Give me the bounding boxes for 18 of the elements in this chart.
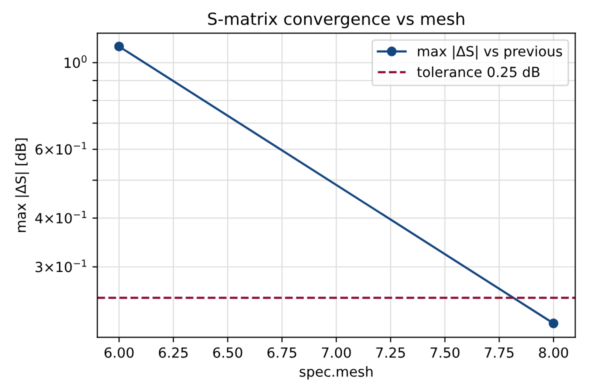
x-tick-label: 7.25: [376, 347, 405, 358]
x-tick-label: 7.75: [484, 348, 514, 358]
x-axis-title: spec.mesh: [300, 366, 372, 380]
chart-title: S-matrix convergence vs mesh: [208, 12, 464, 28]
x-tick-label: 7.00: [322, 347, 351, 358]
y-tick-label: 6×10$^{−1}$: [36, 142, 86, 155]
x-tick-label: 6.75: [268, 347, 296, 358]
legend-label: tolerance 0.25 dB: [417, 66, 540, 78]
y-axis-title: max |ΔS| [dB]: [15, 138, 30, 232]
legend-label: max |ΔS| vs previous: [418, 46, 562, 60]
x-tick-label: 6.25: [158, 347, 188, 358]
y-tick-label: 4×10$^{−1}$: [35, 210, 86, 224]
x-tick-label: 6.50: [213, 347, 242, 358]
y-tick-label: 10$^{0}$: [64, 55, 87, 68]
x-tick-label: 6.00: [104, 347, 134, 358]
x-tick-label: 7.50: [430, 347, 460, 358]
y-tick-label: 3×10$^{−1}$: [36, 260, 86, 272]
x-tick-label: 8.00: [539, 347, 568, 358]
